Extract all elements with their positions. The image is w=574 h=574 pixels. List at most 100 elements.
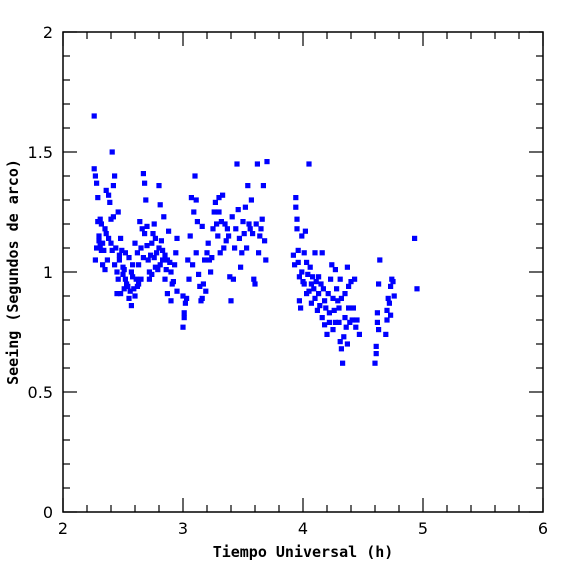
data-point	[155, 267, 161, 273]
data-point	[131, 286, 137, 292]
data-point	[101, 247, 107, 253]
data-point	[317, 303, 323, 309]
data-point	[412, 235, 418, 241]
data-point	[197, 283, 203, 289]
data-point	[215, 233, 221, 239]
data-point	[343, 324, 349, 330]
data-point	[298, 305, 304, 311]
data-point	[128, 269, 134, 275]
data-point	[341, 334, 347, 340]
data-point	[301, 281, 307, 287]
data-point	[182, 300, 188, 306]
data-point	[342, 291, 348, 297]
data-point	[100, 262, 106, 268]
data-point	[172, 262, 178, 268]
data-point	[310, 274, 316, 280]
data-point	[146, 276, 152, 282]
data-point	[248, 197, 254, 203]
data-point	[216, 195, 222, 201]
data-point	[354, 317, 360, 323]
data-point	[96, 233, 102, 239]
data-point	[292, 262, 298, 268]
data-point	[181, 315, 187, 321]
data-point	[211, 209, 217, 215]
data-point	[191, 209, 197, 215]
data-point	[122, 250, 128, 256]
data-point	[314, 307, 320, 313]
data-point	[335, 298, 341, 304]
data-point	[109, 247, 115, 253]
data-point	[114, 269, 120, 275]
data-point	[174, 288, 180, 294]
data-point	[140, 255, 146, 261]
data-point	[103, 187, 109, 193]
data-point	[186, 276, 192, 282]
data-point	[240, 219, 246, 225]
data-point	[337, 339, 343, 345]
data-point	[130, 262, 136, 268]
data-point	[353, 324, 359, 330]
data-point	[342, 315, 348, 321]
data-point	[216, 209, 222, 215]
x-tick-label: 3	[178, 519, 188, 538]
data-point	[414, 286, 420, 292]
data-point	[245, 183, 251, 189]
data-point	[205, 240, 211, 246]
data-point	[384, 317, 390, 323]
data-point	[91, 166, 97, 172]
data-point	[304, 259, 310, 265]
data-point	[181, 310, 187, 316]
data-point	[170, 279, 176, 285]
data-point	[332, 267, 338, 273]
data-point	[344, 264, 350, 270]
data-point	[157, 262, 163, 268]
data-point	[260, 183, 266, 189]
data-point	[252, 281, 258, 287]
data-point	[329, 262, 335, 268]
data-point	[323, 305, 329, 311]
data-point	[241, 231, 247, 237]
data-point	[113, 245, 119, 251]
x-tick-label: 4	[298, 519, 308, 538]
data-point	[116, 257, 122, 263]
data-point	[384, 307, 390, 313]
data-point	[294, 226, 300, 232]
data-point	[295, 259, 301, 265]
data-point	[224, 226, 230, 232]
data-point	[180, 293, 186, 299]
data-point	[120, 271, 126, 277]
data-point	[110, 214, 116, 220]
data-point	[212, 199, 218, 205]
data-point	[187, 233, 193, 239]
data-point	[112, 173, 118, 179]
data-point	[374, 310, 380, 316]
data-point	[374, 319, 380, 325]
data-point	[167, 259, 173, 265]
data-point	[133, 276, 139, 282]
data-point	[344, 341, 350, 347]
data-point	[203, 288, 209, 294]
data-point	[251, 276, 257, 282]
data-point	[142, 180, 148, 186]
data-point	[184, 295, 190, 301]
data-point	[238, 264, 244, 270]
data-point	[312, 295, 318, 301]
data-point	[346, 305, 352, 311]
data-point	[173, 250, 179, 256]
data-point	[218, 219, 224, 225]
data-point	[188, 195, 194, 201]
data-point	[376, 327, 382, 333]
data-point	[324, 331, 330, 337]
data-point	[330, 327, 336, 333]
data-point	[313, 279, 319, 285]
data-point	[136, 262, 142, 268]
data-point	[307, 264, 313, 270]
data-point	[308, 300, 314, 306]
data-point	[106, 235, 112, 241]
data-point	[94, 245, 100, 251]
data-point	[290, 252, 296, 258]
data-point	[319, 250, 325, 256]
data-point	[228, 298, 234, 304]
data-point	[349, 317, 355, 323]
